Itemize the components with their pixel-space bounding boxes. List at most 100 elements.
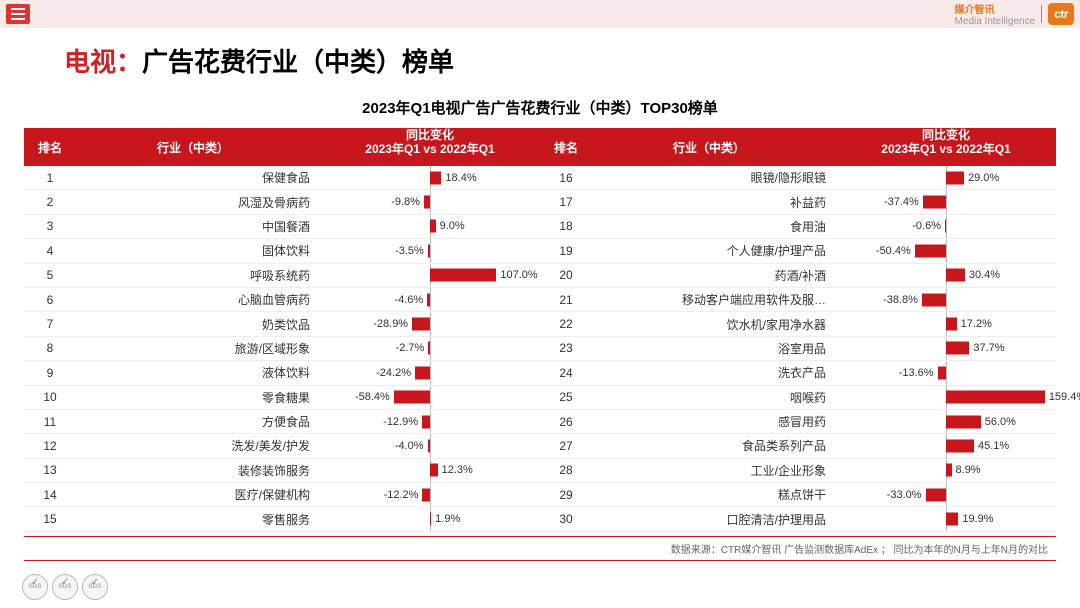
table-row: 18食用油-0.6% [540,215,1056,239]
rank-cell: 2 [24,195,76,209]
table-row: 19个人健康/护理产品-50.4% [540,239,1056,263]
industry-cell: 零售服务 [76,511,320,528]
industry-cell: 洗衣产品 [592,364,836,381]
rank-cell: 3 [24,219,76,233]
value-label: -38.8% [883,294,918,306]
value-label: 12.3% [442,464,473,476]
table-row: 2风湿及骨病药-9.8% [24,190,540,214]
menu-icon[interactable] [6,4,30,24]
industry-cell: 食品类系列产品 [592,437,836,454]
industry-cell: 移动客户端应用软件及服… [592,291,836,308]
table-row: 16眼镜/隐形眼镜29.0% [540,166,1056,190]
change-cell: -38.8% [836,288,1056,311]
value-label: -58.4% [355,391,390,403]
zero-axis [430,312,431,335]
industry-cell: 感冒用药 [592,413,836,430]
zero-axis [946,288,947,311]
zero-axis [946,361,947,384]
change-cell: -33.0% [836,483,1056,506]
rank-cell: 21 [540,293,592,307]
table-row: 9液体饮料-24.2% [24,361,540,385]
col-industry: 行业（中类） [592,139,836,156]
zero-axis [430,410,431,433]
rank-cell: 1 [24,171,76,185]
table-row: 25咽喉药159.4% [540,386,1056,410]
change-cell: 45.1% [836,434,1056,457]
footer-note: 数据来源：CTR媒介智讯 广告监测数据库AdEx ； 同比为本年的N月与上年N月… [24,536,1056,561]
industry-cell: 工业/企业形象 [592,462,836,479]
value-label: -28.9% [373,318,408,330]
rank-cell: 20 [540,268,592,282]
value-label: -12.2% [384,489,419,501]
bar [430,464,438,477]
industry-cell: 旅游/区域形象 [76,340,320,357]
bar [946,415,981,428]
value-label: 45.1% [978,440,1009,452]
rank-cell: 29 [540,488,592,502]
rank-cell: 10 [24,390,76,404]
rank-cell: 24 [540,366,592,380]
bar [926,488,946,501]
industry-cell: 保健食品 [76,169,320,186]
value-label: 107.0% [500,269,537,281]
zero-axis [430,361,431,384]
zero-axis [430,288,431,311]
industry-cell: 风湿及骨病药 [76,194,320,211]
bar [946,464,952,477]
zero-axis [430,337,431,360]
table-header: 排名行业（中类）同比变化2023年Q1 vs 2022年Q1 [540,128,1056,166]
table-row: 27食品类系列产品45.1% [540,434,1056,458]
change-cell: 8.9% [836,459,1056,482]
table-row: 11方便食品-12.9% [24,410,540,434]
bar [946,342,969,355]
value-label: 17.2% [961,318,992,330]
value-label: -50.4% [876,245,911,257]
change-cell: 9.0% [320,215,540,238]
change-cell: 29.0% [836,166,1056,189]
bar [424,196,430,209]
rank-cell: 28 [540,463,592,477]
table-header: 排名行业（中类）同比变化2023年Q1 vs 2022年Q1 [24,128,540,166]
zero-axis [430,386,431,409]
table-row: 6心脑血管病药-4.6% [24,288,540,312]
table-container: 排名行业（中类）同比变化2023年Q1 vs 2022年Q11保健食品18.4%… [24,128,1056,532]
ctr-badge: ctr [1048,3,1074,25]
col-change: 同比变化2023年Q1 vs 2022年Q1 [836,128,1056,166]
zero-axis [946,215,947,238]
col-rank: 排名 [540,139,592,156]
rank-cell: 7 [24,317,76,331]
bar [430,513,431,526]
table-row: 13装修装饰服务12.3% [24,459,540,483]
zero-axis [946,190,947,213]
table-row: 21移动客户端应用软件及服… -38.8% [540,288,1056,312]
bar [394,391,430,404]
table-row: 12洗发/美发/护发-4.0% [24,434,540,458]
table-right: 排名行业（中类）同比变化2023年Q1 vs 2022年Q116眼镜/隐形眼镜2… [540,128,1056,532]
industry-cell: 装修装饰服务 [76,462,320,479]
change-cell: -12.9% [320,410,540,433]
col-rank: 排名 [24,139,76,156]
table-row: 1保健食品18.4% [24,166,540,190]
value-label: 29.0% [968,172,999,184]
zero-axis [430,190,431,213]
industry-cell: 液体饮料 [76,364,320,381]
zero-axis [430,483,431,506]
cert-logos: SGS SGS SGS [22,574,108,600]
industry-cell: 食用油 [592,218,836,235]
industry-cell: 奶类饮品 [76,316,320,333]
rank-cell: 11 [24,415,76,429]
value-label: -33.0% [887,489,922,501]
change-cell: 1.9% [320,507,540,530]
value-label: -24.2% [376,367,411,379]
change-cell: -50.4% [836,239,1056,262]
change-cell: 17.2% [836,312,1056,335]
value-label: -3.5% [395,245,424,257]
bar [946,439,974,452]
change-cell: 30.4% [836,264,1056,287]
table-row: 8旅游/区域形象-2.7% [24,337,540,361]
rank-cell: 17 [540,195,592,209]
change-cell: -37.4% [836,190,1056,213]
rank-cell: 25 [540,390,592,404]
brand-divider [1041,5,1042,23]
table-row: 15零售服务1.9% [24,507,540,531]
